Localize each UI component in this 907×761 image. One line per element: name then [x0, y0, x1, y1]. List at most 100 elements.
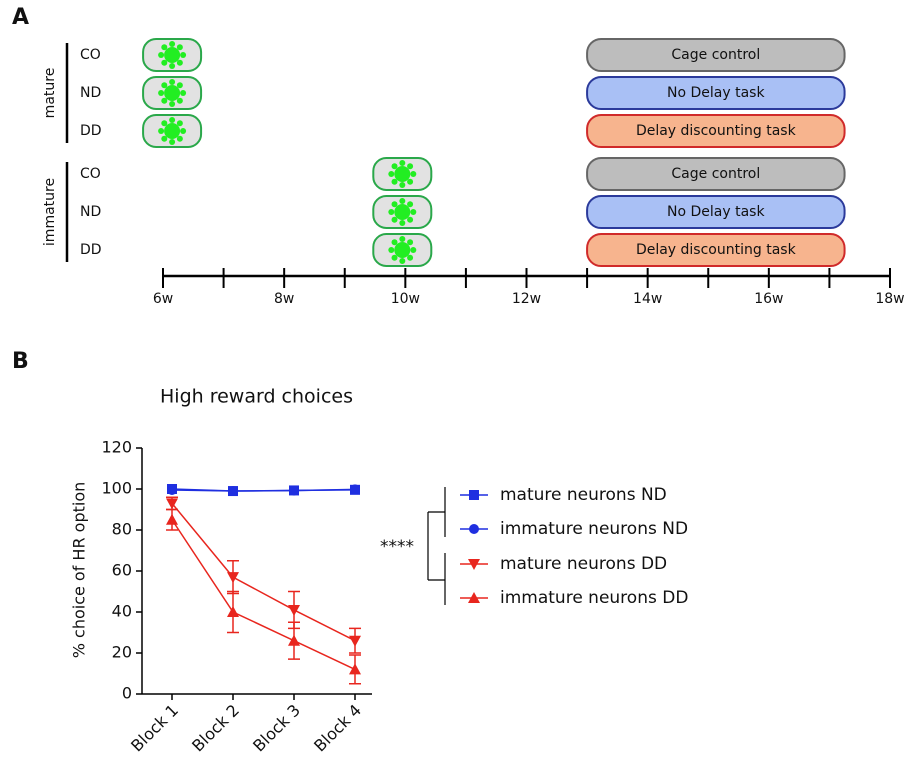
- virus-spike: [161, 44, 168, 51]
- marker: [469, 524, 479, 534]
- virus-icon: [164, 47, 181, 63]
- virus-spike: [176, 82, 183, 89]
- virus-spike: [399, 236, 406, 242]
- task-label: Delay discounting task: [636, 123, 797, 139]
- virus-spike: [161, 97, 168, 104]
- virus-spike: [176, 135, 183, 142]
- virus-spike: [410, 247, 417, 253]
- panel-label: B: [12, 349, 29, 374]
- significance-bracket: [427, 487, 446, 605]
- virus-spike: [161, 135, 168, 142]
- group-label: immature: [42, 178, 58, 246]
- marker: [349, 663, 361, 675]
- marker: [469, 490, 479, 500]
- panel-label: A: [12, 5, 29, 30]
- line: [171, 519, 356, 671]
- virus-spike: [388, 171, 395, 177]
- marker: [468, 559, 480, 570]
- task-box: [586, 114, 846, 148]
- virus-spike: [407, 254, 414, 261]
- virus-icon: [164, 85, 181, 101]
- virus-spike: [169, 63, 176, 69]
- task-label: Cage control: [671, 166, 760, 182]
- virus-spike: [407, 239, 414, 246]
- virus-spike: [161, 120, 168, 127]
- marker: [227, 572, 239, 584]
- task-box: [586, 195, 846, 229]
- timeline-tick-label: 12w: [512, 291, 541, 307]
- timeline-tick-label: 10w: [391, 291, 420, 307]
- timeline-tick-label: 18w: [875, 291, 904, 307]
- virus-spike: [388, 247, 395, 253]
- marker: [350, 484, 360, 495]
- virus-spike: [407, 201, 414, 208]
- legend-label: mature neurons ND: [500, 485, 667, 505]
- row-label: DD: [80, 242, 102, 258]
- virus-spike: [391, 239, 398, 246]
- virus-spike: [180, 90, 187, 96]
- timeline-tick-label: 6w: [153, 291, 173, 307]
- virus-spike: [176, 59, 183, 66]
- virus-spike: [176, 97, 183, 104]
- x-tick-label: Block 1: [127, 701, 182, 756]
- marker: [166, 498, 178, 510]
- marker: [227, 606, 239, 617]
- marker: [166, 513, 178, 525]
- x-tick-label: Block 4: [310, 701, 365, 756]
- virus-spike: [407, 216, 414, 223]
- timeline-tick-label: 14w: [633, 291, 662, 307]
- virus-spike: [391, 216, 398, 223]
- y-tick-label: 60: [112, 561, 132, 580]
- virus-spike: [391, 163, 398, 170]
- virus-spike: [161, 82, 168, 89]
- annotation: ****: [380, 537, 414, 557]
- virus-spike: [158, 52, 165, 58]
- marker: [167, 485, 177, 496]
- task-box: [586, 76, 846, 110]
- virus-spike: [391, 201, 398, 208]
- virus-spike: [399, 198, 406, 204]
- virus-icon: [394, 204, 411, 220]
- virus-spike: [169, 79, 176, 85]
- virus-spike: [176, 120, 183, 127]
- marker: [288, 634, 300, 646]
- virus-spike: [399, 182, 406, 188]
- marker: [349, 635, 361, 647]
- marker: [288, 604, 300, 616]
- marker: [468, 592, 480, 603]
- row-label: ND: [80, 204, 101, 220]
- virus-spike: [180, 128, 187, 134]
- timeline-tick-label: 8w: [274, 291, 294, 307]
- virus-icon: [394, 242, 411, 258]
- task-box: [586, 233, 846, 267]
- timeline-tick-label: 16w: [754, 291, 783, 307]
- virus-spike: [176, 44, 183, 51]
- virus-spike: [410, 171, 417, 177]
- row-label: DD: [80, 123, 102, 139]
- virus-spike: [388, 209, 395, 215]
- y-tick-label: 0: [122, 684, 132, 703]
- virus-icon: [394, 166, 411, 182]
- y-tick-label: 80: [112, 520, 132, 539]
- virus-spike: [391, 254, 398, 261]
- y-axis-label: % choice of HR option: [70, 482, 89, 659]
- row-label: CO: [80, 47, 101, 63]
- virus-spike: [169, 101, 176, 107]
- row-label: ND: [80, 85, 101, 101]
- group-label: mature: [42, 68, 58, 119]
- chart-title: High reward choices: [160, 386, 353, 408]
- marker: [289, 485, 299, 496]
- task-label: Delay discounting task: [636, 242, 797, 258]
- task-label: Cage control: [671, 47, 760, 63]
- virus-spike: [169, 139, 176, 145]
- marker: [228, 486, 238, 497]
- y-tick-label: 20: [112, 643, 132, 662]
- virus-spike: [399, 258, 406, 264]
- legend-label: mature neurons DD: [500, 554, 667, 574]
- virus-spike: [391, 178, 398, 185]
- legend-label: immature neurons ND: [500, 519, 688, 539]
- line: [171, 488, 356, 492]
- virus-spike: [180, 52, 187, 58]
- y-tick-label: 100: [101, 479, 132, 498]
